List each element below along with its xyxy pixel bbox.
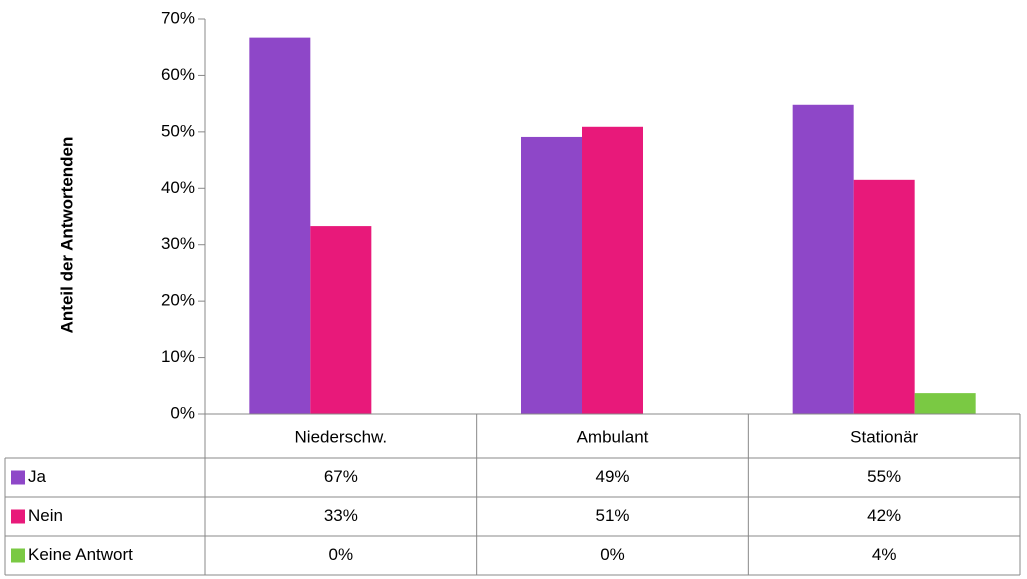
bar: [249, 37, 311, 414]
y-tick-label: 10%: [161, 347, 195, 366]
x-tick-label: Niederschw.: [295, 427, 388, 446]
table-cell: 51%: [595, 506, 629, 525]
table-cell: 33%: [324, 506, 358, 525]
bar: [914, 393, 976, 414]
bar: [521, 136, 582, 414]
y-tick-label: 0%: [170, 403, 195, 422]
table-cell: 42%: [867, 506, 901, 525]
bar: [310, 226, 372, 414]
y-tick-label: 70%: [161, 8, 195, 27]
table-cell: 0%: [329, 545, 354, 564]
table-cell: 4%: [872, 545, 897, 564]
bar: [582, 126, 643, 415]
y-tick-label: 30%: [161, 234, 195, 253]
y-tick-label: 50%: [161, 121, 195, 140]
y-tick-label: 40%: [161, 178, 195, 197]
table-cell: 49%: [595, 467, 629, 486]
y-axis-label: Anteil der Antwortenden: [57, 137, 76, 334]
x-tick-label: Ambulant: [577, 427, 649, 446]
legend-swatch: [11, 548, 25, 563]
table-cell: 0%: [600, 545, 625, 564]
bar: [792, 104, 854, 415]
table-cell: 55%: [867, 467, 901, 486]
y-tick-label: 20%: [161, 291, 195, 310]
x-tick-label: Stationär: [850, 427, 918, 446]
y-tick-label: 60%: [161, 65, 195, 84]
table-cell: 67%: [324, 467, 358, 486]
legend-label: Keine Antwort: [28, 545, 133, 564]
bar: [853, 179, 915, 414]
legend-swatch: [11, 509, 25, 524]
legend-swatch: [11, 470, 25, 485]
legend-label: Nein: [28, 506, 63, 525]
legend-label: Ja: [28, 467, 47, 486]
